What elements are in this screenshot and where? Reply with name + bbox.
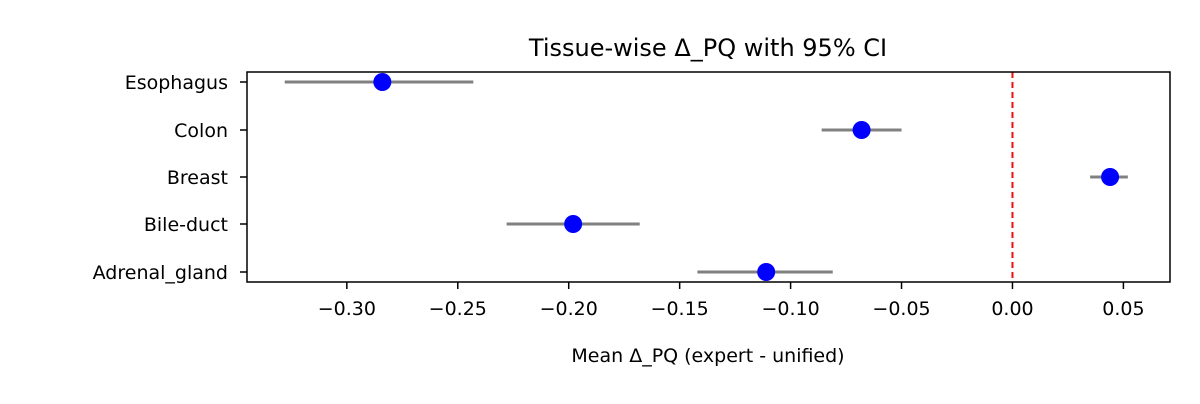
y-tick-label: Bile-duct — [144, 214, 228, 236]
error-bars — [284, 80, 1128, 274]
x-tick-label: −0.30 — [318, 298, 376, 320]
x-tick-label: −0.15 — [651, 298, 709, 320]
y-axis-ticks: Esophagus Colon Breast Bile-duct Adrenal_gla… — [93, 72, 247, 284]
x-tick-label: −0.25 — [429, 298, 487, 320]
x-tick-label: 0.00 — [991, 298, 1033, 320]
mean-point-bile-duct — [564, 215, 583, 233]
x-tick-label: −0.05 — [872, 298, 930, 320]
x-tick-label: −0.20 — [540, 298, 598, 320]
x-tick-label: 0.05 — [1102, 298, 1144, 320]
chart-title: Tissue-wise Δ_PQ with 95% CI — [528, 34, 887, 62]
y-tick-label: Adrenal_gland — [93, 262, 228, 284]
x-axis-ticks: −0.30 −0.25 −0.20 −0.15 −0.10 −0.05 0.00 0.05 — [318, 282, 1145, 320]
x-axis-label: Mean Δ_PQ (expert - unified) — [571, 345, 844, 367]
mean-point-esophagus — [373, 73, 392, 91]
y-tick-label: Colon — [174, 120, 228, 142]
y-tick-label: Esophagus — [125, 72, 228, 94]
y-tick-label: Breast — [167, 167, 228, 189]
data-points — [373, 73, 1120, 281]
plot-area-frame — [246, 71, 1171, 283]
x-tick-label: −0.10 — [761, 298, 819, 320]
mean-point-adrenal-gland — [757, 263, 776, 281]
mean-point-breast — [1101, 168, 1120, 186]
mean-point-colon — [852, 121, 871, 139]
